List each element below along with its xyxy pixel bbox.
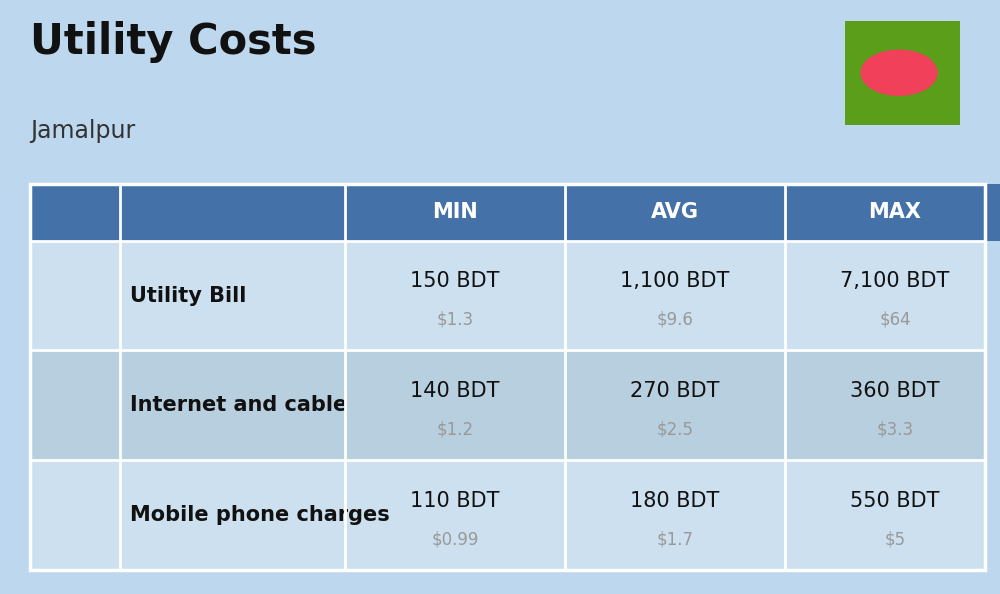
Text: 270 BDT: 270 BDT <box>630 381 720 401</box>
Text: 180 BDT: 180 BDT <box>630 491 720 511</box>
FancyBboxPatch shape <box>30 460 985 570</box>
Text: $2.5: $2.5 <box>656 421 693 438</box>
Text: AVG: AVG <box>651 203 699 222</box>
Circle shape <box>861 50 937 95</box>
Text: 150 BDT: 150 BDT <box>410 271 500 291</box>
Text: $0.99: $0.99 <box>431 530 479 548</box>
Text: $5: $5 <box>884 530 906 548</box>
Text: Utility Costs: Utility Costs <box>30 21 316 63</box>
Text: 110 BDT: 110 BDT <box>410 491 500 511</box>
Text: 550 BDT: 550 BDT <box>850 491 940 511</box>
Text: $64: $64 <box>879 311 911 328</box>
Text: Utility Bill: Utility Bill <box>130 286 246 305</box>
Text: $1.7: $1.7 <box>656 530 693 548</box>
Text: Internet and cable: Internet and cable <box>130 396 347 415</box>
FancyBboxPatch shape <box>30 241 985 350</box>
Text: $3.3: $3.3 <box>876 421 914 438</box>
Text: $9.6: $9.6 <box>657 311 693 328</box>
FancyBboxPatch shape <box>30 350 985 460</box>
FancyBboxPatch shape <box>565 184 785 241</box>
FancyBboxPatch shape <box>120 184 345 241</box>
FancyBboxPatch shape <box>30 184 120 241</box>
Text: $1.2: $1.2 <box>436 421 474 438</box>
Text: MAX: MAX <box>868 203 921 222</box>
FancyBboxPatch shape <box>785 184 1000 241</box>
Text: Mobile phone charges: Mobile phone charges <box>130 505 390 525</box>
FancyBboxPatch shape <box>345 184 565 241</box>
Text: MIN: MIN <box>432 203 478 222</box>
Text: 1,100 BDT: 1,100 BDT <box>620 271 730 291</box>
Text: 360 BDT: 360 BDT <box>850 381 940 401</box>
Text: Jamalpur: Jamalpur <box>30 119 135 143</box>
Text: 140 BDT: 140 BDT <box>410 381 500 401</box>
Text: $1.3: $1.3 <box>436 311 474 328</box>
FancyBboxPatch shape <box>845 21 960 125</box>
Text: 7,100 BDT: 7,100 BDT <box>840 271 950 291</box>
